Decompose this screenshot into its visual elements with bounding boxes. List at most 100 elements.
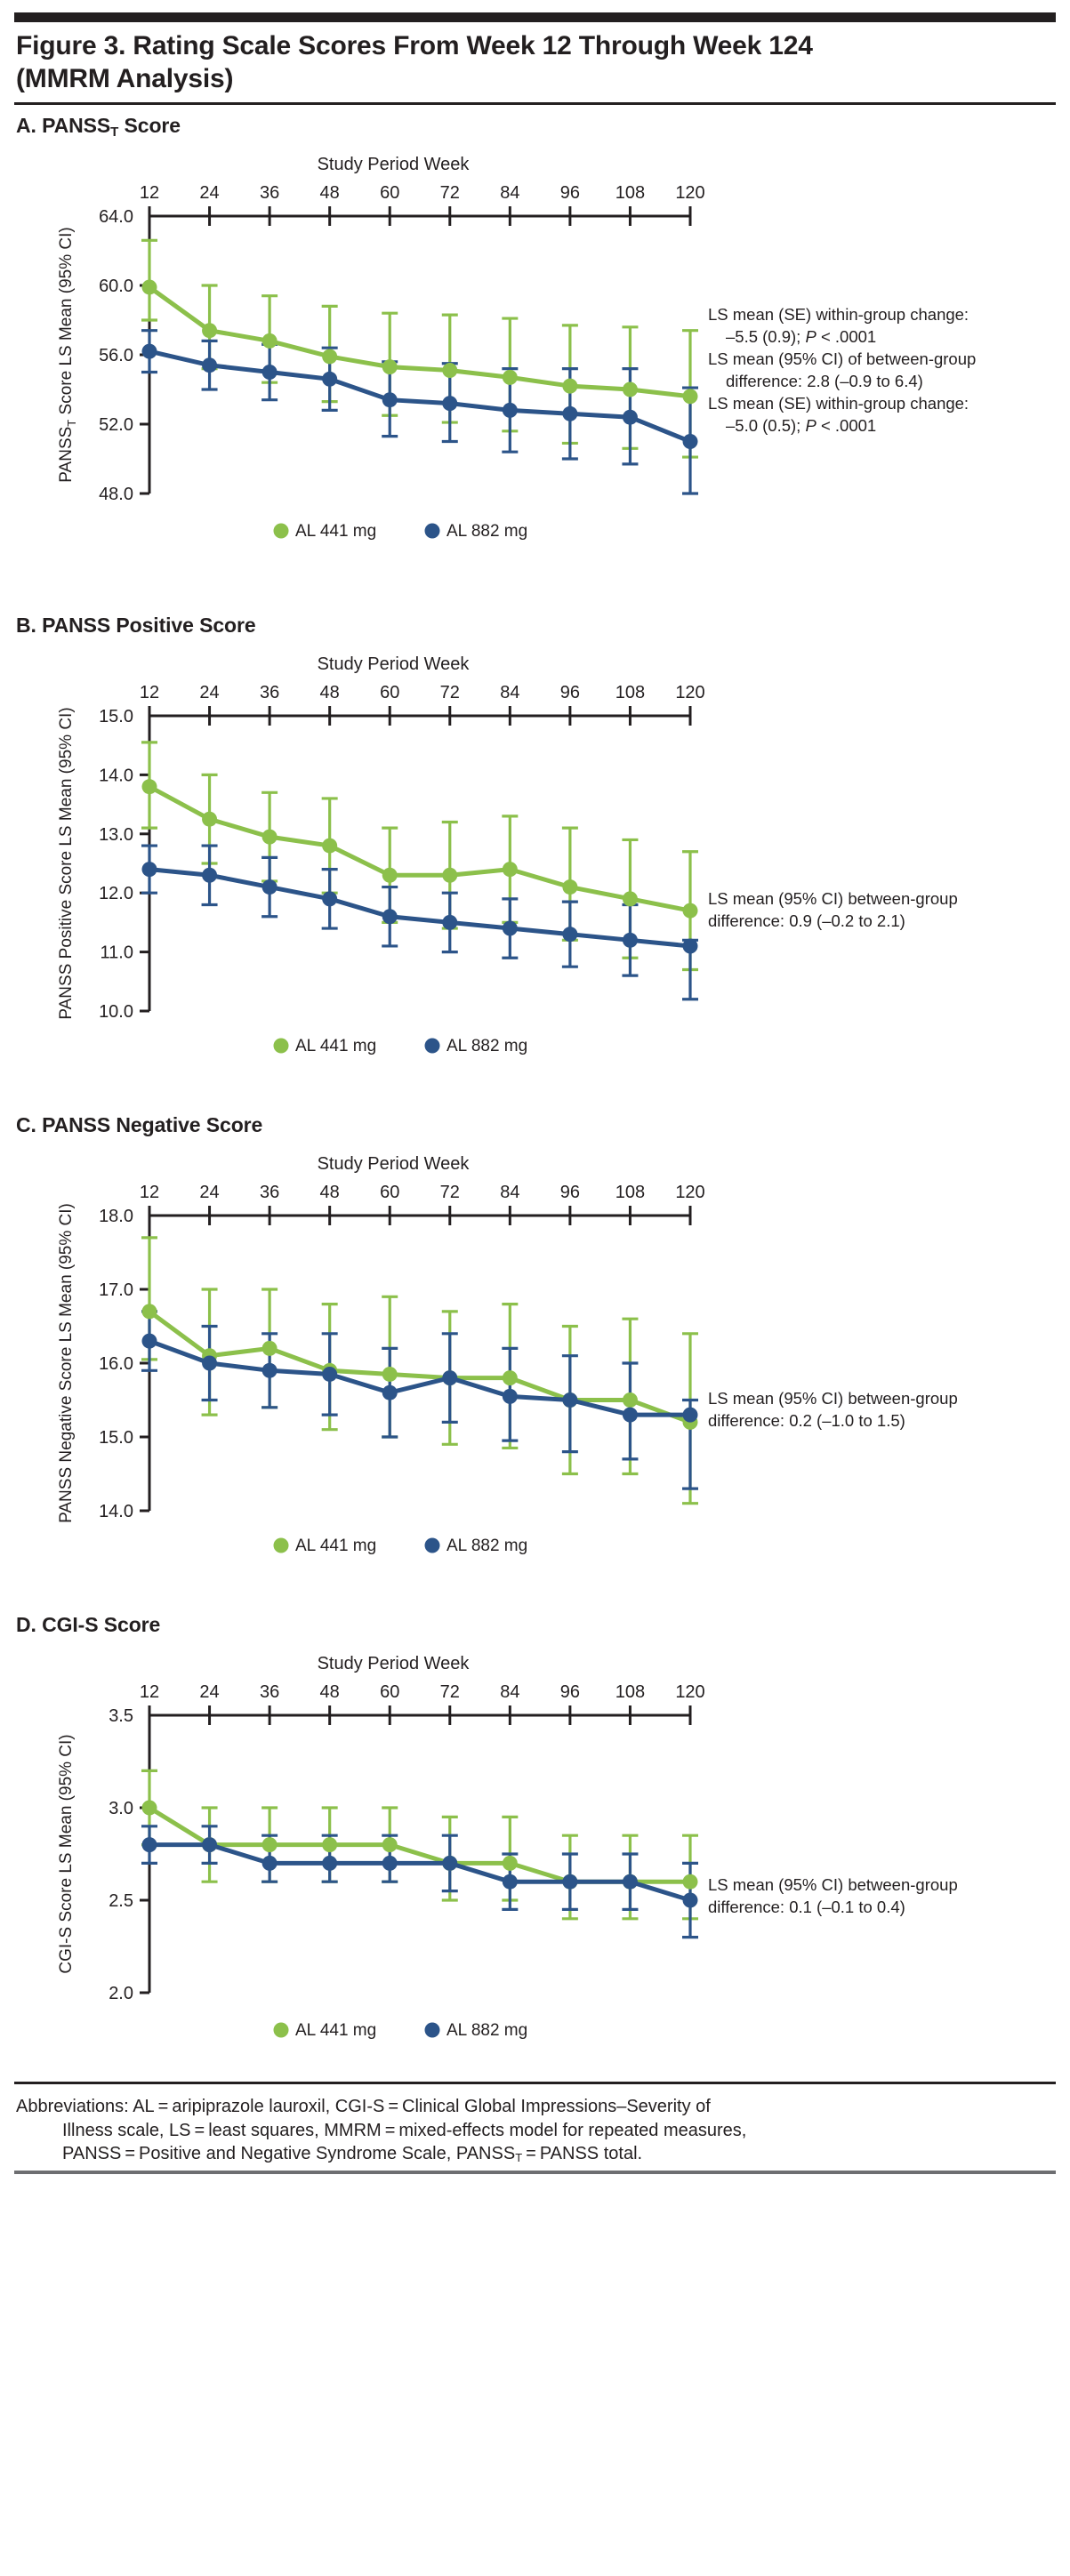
data-point[interactable] [682, 1892, 698, 1908]
x-tick-label: 96 [560, 1682, 580, 1702]
data-point[interactable] [322, 371, 338, 387]
legend-label-green: AL 441 mg [295, 522, 376, 541]
y-tick-label: 16.0 [99, 1354, 133, 1374]
data-point[interactable] [562, 879, 578, 895]
figure-title: Figure 3. Rating Scale Scores From Week … [14, 22, 1056, 102]
data-point[interactable] [261, 829, 278, 845]
data-point[interactable] [141, 862, 157, 878]
data-point[interactable] [562, 378, 578, 394]
data-point[interactable] [442, 396, 458, 412]
y-tick-label: 14.0 [99, 766, 133, 786]
data-point[interactable] [442, 1370, 458, 1386]
data-point[interactable] [562, 927, 578, 943]
data-point[interactable] [562, 405, 578, 421]
data-point[interactable] [562, 1874, 578, 1890]
data-point[interactable] [682, 389, 698, 405]
y-axis-title: PANSST Score LS Mean (95% CI) [57, 227, 78, 482]
x-tick-label: 72 [440, 183, 460, 203]
data-point[interactable] [322, 1837, 338, 1853]
data-point[interactable] [682, 1874, 698, 1890]
panel-c-heading: C. PANSS Negative Score [16, 1113, 263, 1137]
data-point[interactable] [261, 879, 278, 895]
annotation-line: difference: 0.1 (–0.1 to 0.4) [708, 1898, 905, 1916]
x-tick-label: 12 [140, 1183, 159, 1202]
data-point[interactable] [382, 909, 398, 925]
data-point[interactable] [202, 323, 218, 339]
data-point[interactable] [322, 1856, 338, 1872]
data-point[interactable] [261, 365, 278, 381]
x-tick-label: 60 [380, 183, 399, 203]
data-point[interactable] [502, 1874, 518, 1890]
data-point[interactable] [322, 349, 338, 365]
data-point[interactable] [502, 403, 518, 419]
annotation-line: LS mean (95% CI) between-group [708, 1875, 958, 1894]
x-tick-label: 24 [199, 683, 219, 702]
data-point[interactable] [322, 891, 338, 907]
data-point[interactable] [562, 1392, 578, 1408]
y-tick-label: 10.0 [99, 1002, 133, 1022]
data-point[interactable] [502, 1370, 518, 1386]
x-tick-label: 108 [615, 183, 645, 203]
y-tick-label: 2.0 [109, 1984, 133, 2003]
data-point[interactable] [622, 409, 638, 425]
data-point[interactable] [141, 1333, 157, 1349]
y-axis-title: CGI-S Score LS Mean (95% CI) [57, 1735, 76, 1974]
data-point[interactable] [261, 1856, 278, 1872]
data-point[interactable] [682, 903, 698, 919]
panel-d-heading: D. CGI-S Score [16, 1613, 161, 1637]
data-point[interactable] [382, 867, 398, 883]
data-point[interactable] [682, 434, 698, 450]
data-point[interactable] [442, 1856, 458, 1872]
data-point[interactable] [141, 779, 157, 795]
data-point[interactable] [622, 933, 638, 949]
data-point[interactable] [622, 381, 638, 397]
data-point[interactable] [502, 862, 518, 878]
data-point[interactable] [382, 392, 398, 408]
y-tick-label: 12.0 [99, 884, 133, 903]
data-point[interactable] [322, 838, 338, 854]
data-point[interactable] [202, 357, 218, 373]
y-tick-label: 56.0 [99, 346, 133, 365]
x-tick-label: 72 [440, 683, 460, 702]
data-point[interactable] [382, 1837, 398, 1853]
data-point[interactable] [622, 891, 638, 907]
y-axis-title-pre: PANSS [57, 427, 76, 483]
data-point[interactable] [502, 1856, 518, 1872]
data-point[interactable] [202, 1355, 218, 1371]
data-point[interactable] [141, 1800, 157, 1816]
data-point[interactable] [382, 1384, 398, 1400]
data-point[interactable] [141, 1304, 157, 1320]
data-point[interactable] [202, 867, 218, 883]
data-point[interactable] [442, 363, 458, 379]
data-point[interactable] [261, 1341, 278, 1357]
data-point[interactable] [502, 370, 518, 386]
panel-a-heading-suffix: Score [118, 114, 181, 138]
x-tick-label: 120 [675, 1183, 704, 1202]
annotation-text-tail: < .0001 [817, 327, 876, 346]
data-point[interactable] [502, 1389, 518, 1405]
data-point[interactable] [141, 1837, 157, 1853]
data-point[interactable] [261, 1362, 278, 1378]
data-point[interactable] [202, 811, 218, 827]
data-point[interactable] [322, 1367, 338, 1383]
data-point[interactable] [682, 1407, 698, 1423]
data-point[interactable] [141, 279, 157, 295]
data-point[interactable] [141, 343, 157, 359]
data-point[interactable] [502, 920, 518, 936]
data-point[interactable] [622, 1874, 638, 1890]
legend-marker-blue [424, 523, 440, 539]
data-point[interactable] [382, 1856, 398, 1872]
data-point[interactable] [622, 1392, 638, 1408]
data-point[interactable] [202, 1837, 218, 1853]
data-point[interactable] [382, 359, 398, 375]
data-point[interactable] [682, 938, 698, 954]
data-point[interactable] [442, 867, 458, 883]
data-point[interactable] [442, 915, 458, 931]
data-point[interactable] [261, 1837, 278, 1853]
figure-title-line1: Figure 3. Rating Scale Scores From Week … [16, 31, 813, 60]
x-tick-label: 24 [199, 1183, 219, 1202]
data-point[interactable] [382, 1367, 398, 1383]
data-point[interactable] [622, 1407, 638, 1423]
data-point[interactable] [261, 333, 278, 349]
x-tick-label: 84 [500, 1682, 519, 1702]
